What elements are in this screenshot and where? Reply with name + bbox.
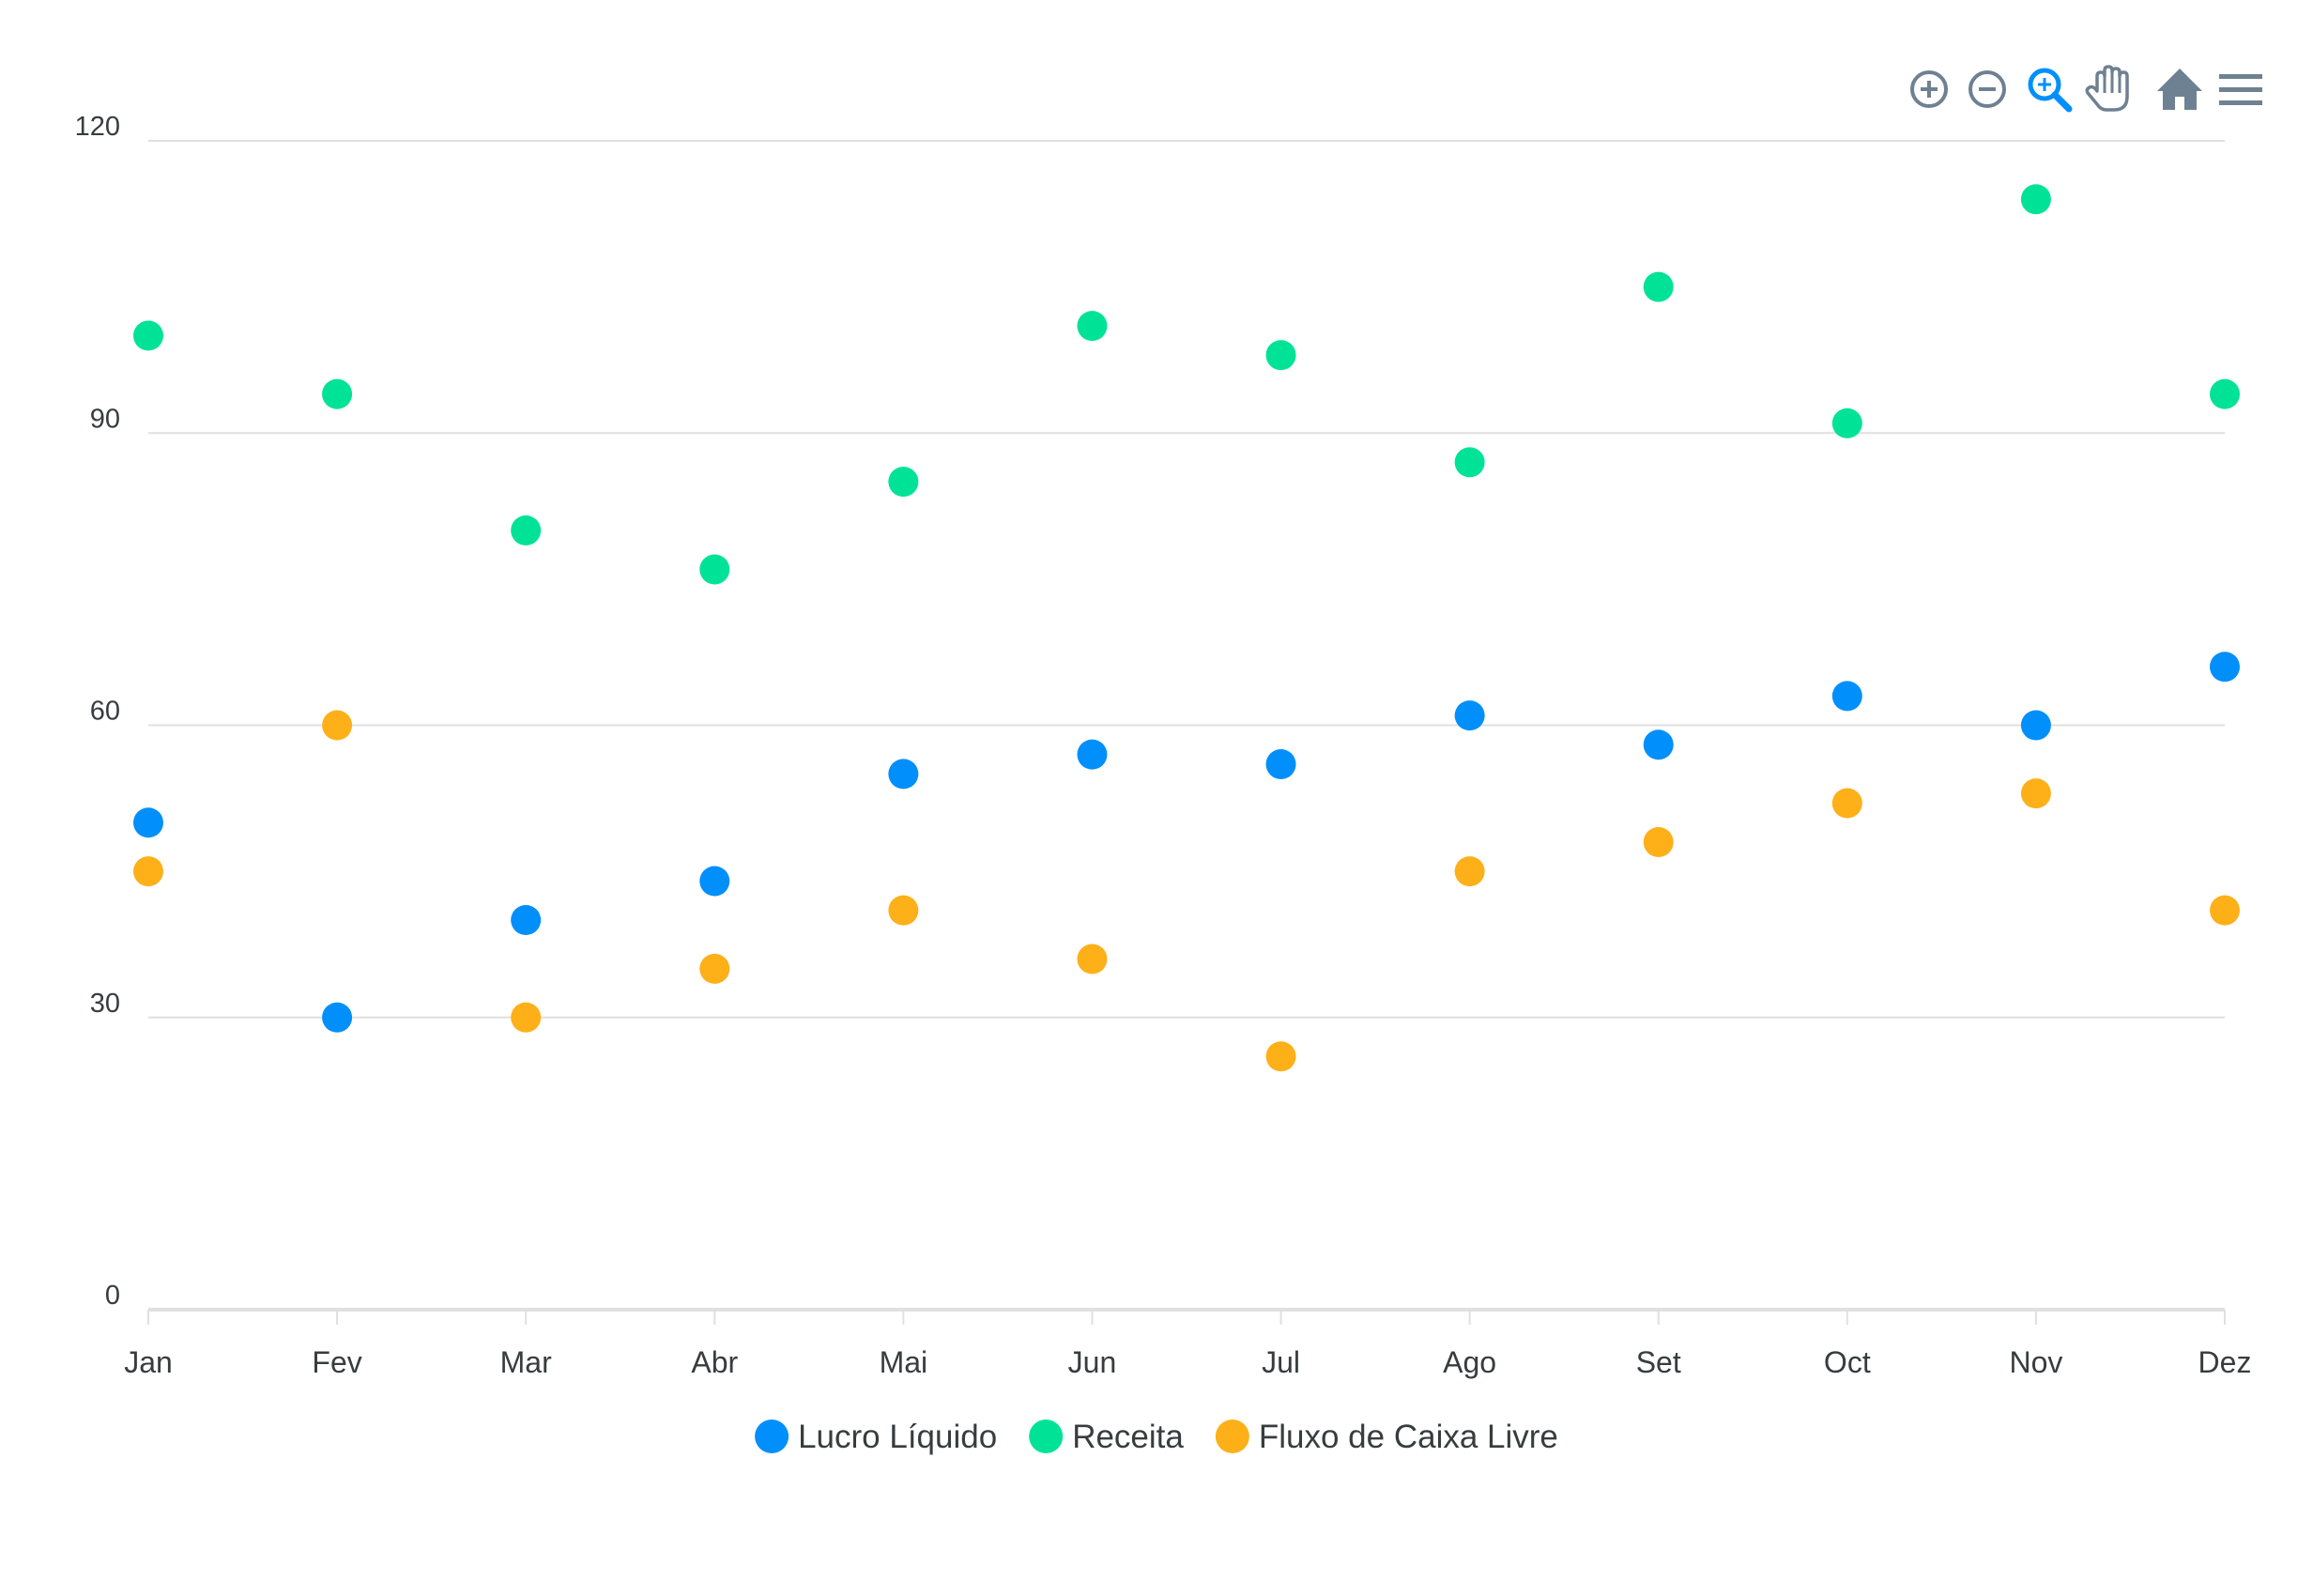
data-point[interactable] xyxy=(2020,184,2051,215)
zoom-out-icon[interactable] xyxy=(1968,70,2006,108)
data-point[interactable] xyxy=(511,515,542,545)
grid-lines xyxy=(148,140,2225,1019)
legend-item[interactable]: Receita xyxy=(1029,1419,1184,1455)
data-point[interactable] xyxy=(1077,944,1108,974)
data-point[interactable] xyxy=(1831,407,1862,438)
data-point[interactable] xyxy=(1454,856,1485,887)
legend: Lucro Líquido Receita Fluxo de Caixa Livre xyxy=(755,1419,1558,1455)
data-point[interactable] xyxy=(699,554,730,585)
x-tick-label: Mai xyxy=(880,1345,928,1379)
x-tick-label: Ago xyxy=(1443,1345,1496,1379)
data-point[interactable] xyxy=(2020,710,2051,741)
data-point[interactable] xyxy=(322,378,353,409)
legend-item[interactable]: Fluxo de Caixa Livre xyxy=(1215,1419,1558,1455)
y-tick-label: 30 xyxy=(90,989,120,1019)
legend-marker xyxy=(755,1420,789,1453)
legend-label: Fluxo de Caixa Livre xyxy=(1259,1419,1558,1455)
data-point[interactable] xyxy=(2210,378,2240,409)
x-tick-label: Fev xyxy=(312,1345,361,1379)
data-point[interactable] xyxy=(133,320,163,351)
y-tick-label: 0 xyxy=(105,1281,120,1311)
data-point[interactable] xyxy=(1077,311,1108,342)
legend-marker xyxy=(1029,1420,1064,1453)
x-tick-label: Mar xyxy=(500,1345,552,1379)
data-point[interactable] xyxy=(2210,895,2240,926)
data-point[interactable] xyxy=(888,467,919,498)
data-point[interactable] xyxy=(1265,340,1296,371)
data-point[interactable] xyxy=(1831,788,1862,819)
data-point[interactable] xyxy=(1454,700,1485,731)
x-tick-label: Abr xyxy=(691,1345,738,1379)
legend-label: Receita xyxy=(1072,1419,1184,1455)
data-point[interactable] xyxy=(1831,681,1862,712)
data-point[interactable] xyxy=(511,1002,542,1033)
legend-item[interactable]: Lucro Líquido xyxy=(755,1419,997,1455)
y-tick-label: 120 xyxy=(75,112,120,142)
data-point[interactable] xyxy=(2020,778,2051,809)
data-point[interactable] xyxy=(1643,271,1674,302)
data-point[interactable] xyxy=(888,895,919,926)
y-axis: 0 30 60 90 120 xyxy=(75,112,120,1311)
menu-icon[interactable] xyxy=(2219,74,2262,105)
data-point[interactable] xyxy=(1454,447,1485,478)
data-point[interactable] xyxy=(322,1002,353,1033)
x-tick-label: Jul xyxy=(1262,1345,1300,1379)
data-point[interactable] xyxy=(511,905,542,935)
legend-marker xyxy=(1215,1420,1249,1453)
y-tick-label: 90 xyxy=(90,404,120,434)
data-point[interactable] xyxy=(322,710,353,741)
data-point[interactable] xyxy=(699,953,730,984)
data-point[interactable] xyxy=(1265,1041,1296,1072)
data-point[interactable] xyxy=(1643,729,1674,760)
data-point[interactable] xyxy=(1265,749,1296,779)
x-tick-label: Oct xyxy=(1824,1345,1871,1379)
legend-label: Lucro Líquido xyxy=(798,1419,997,1455)
chart-toolbar xyxy=(1910,65,2262,113)
pan-icon[interactable] xyxy=(2085,65,2129,112)
data-point[interactable] xyxy=(1643,827,1674,857)
data-point[interactable] xyxy=(888,759,919,790)
data-point[interactable] xyxy=(133,856,163,887)
data-point[interactable] xyxy=(2210,652,2240,683)
data-point[interactable] xyxy=(133,807,163,838)
x-axis: Jan Fev Mar Abr Mai Jun Jul Ago Set Oct Nov Dez xyxy=(124,1308,2252,1379)
x-tick-label: Jan xyxy=(124,1345,173,1379)
y-tick-label: 60 xyxy=(90,697,120,727)
selection-zoom-icon[interactable] xyxy=(2028,68,2073,113)
data-point[interactable] xyxy=(699,866,730,897)
data-point[interactable] xyxy=(1077,739,1108,770)
x-tick-label: Set xyxy=(1636,1345,1681,1379)
x-tick-label: Jun xyxy=(1068,1345,1117,1379)
data-points xyxy=(133,184,2240,1072)
x-tick-label: Dez xyxy=(2198,1345,2252,1379)
x-tick-label: Nov xyxy=(2009,1345,2062,1379)
reset-home-icon[interactable] xyxy=(2157,69,2202,110)
zoom-in-icon[interactable] xyxy=(1910,70,1948,108)
